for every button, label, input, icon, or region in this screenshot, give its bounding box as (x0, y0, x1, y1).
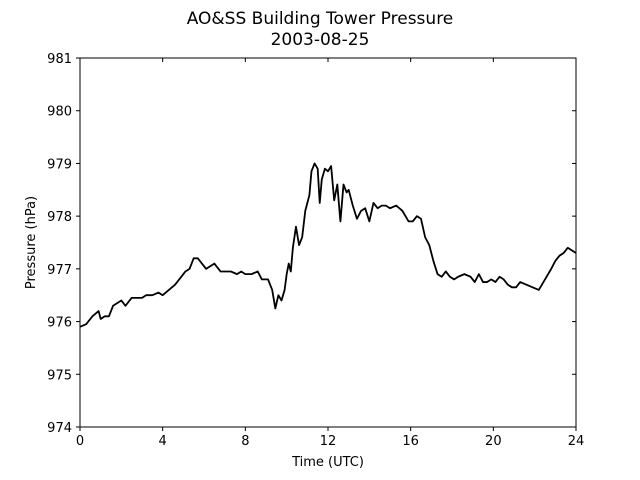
x-tick-label: 4 (159, 434, 167, 449)
x-axis: 0 4 8 12 16 20 24 (76, 58, 584, 449)
y-tick-label: 980 (47, 105, 72, 120)
x-axis-label: Time (UTC) (291, 455, 364, 470)
y-tick-label: 977 (47, 263, 72, 278)
x-tick-label: 0 (76, 434, 84, 449)
plot-frame (79, 57, 577, 428)
y-axis: 974 975 976 977 978 979 980 981 (47, 52, 576, 436)
y-tick-label: 981 (47, 52, 72, 67)
chart-title: AO&SS Building Tower Pressure (187, 9, 454, 29)
pressure-series-line (79, 162, 577, 328)
y-tick-label: 975 (47, 368, 72, 383)
y-axis-label: Pressure (hPa) (24, 196, 39, 289)
y-tick-label: 976 (47, 316, 72, 331)
x-tick-label: 24 (568, 434, 585, 449)
chart-subtitle: 2003-08-25 (271, 30, 370, 50)
y-tick-label: 974 (47, 421, 72, 436)
x-tick-label: 16 (402, 434, 419, 449)
y-tick-label: 978 (47, 210, 72, 225)
x-tick-label: 12 (320, 434, 337, 449)
y-tick-label: 979 (47, 157, 72, 172)
x-tick-label: 8 (241, 434, 249, 449)
plot-area (79, 162, 577, 328)
x-tick-label: 20 (485, 434, 502, 449)
